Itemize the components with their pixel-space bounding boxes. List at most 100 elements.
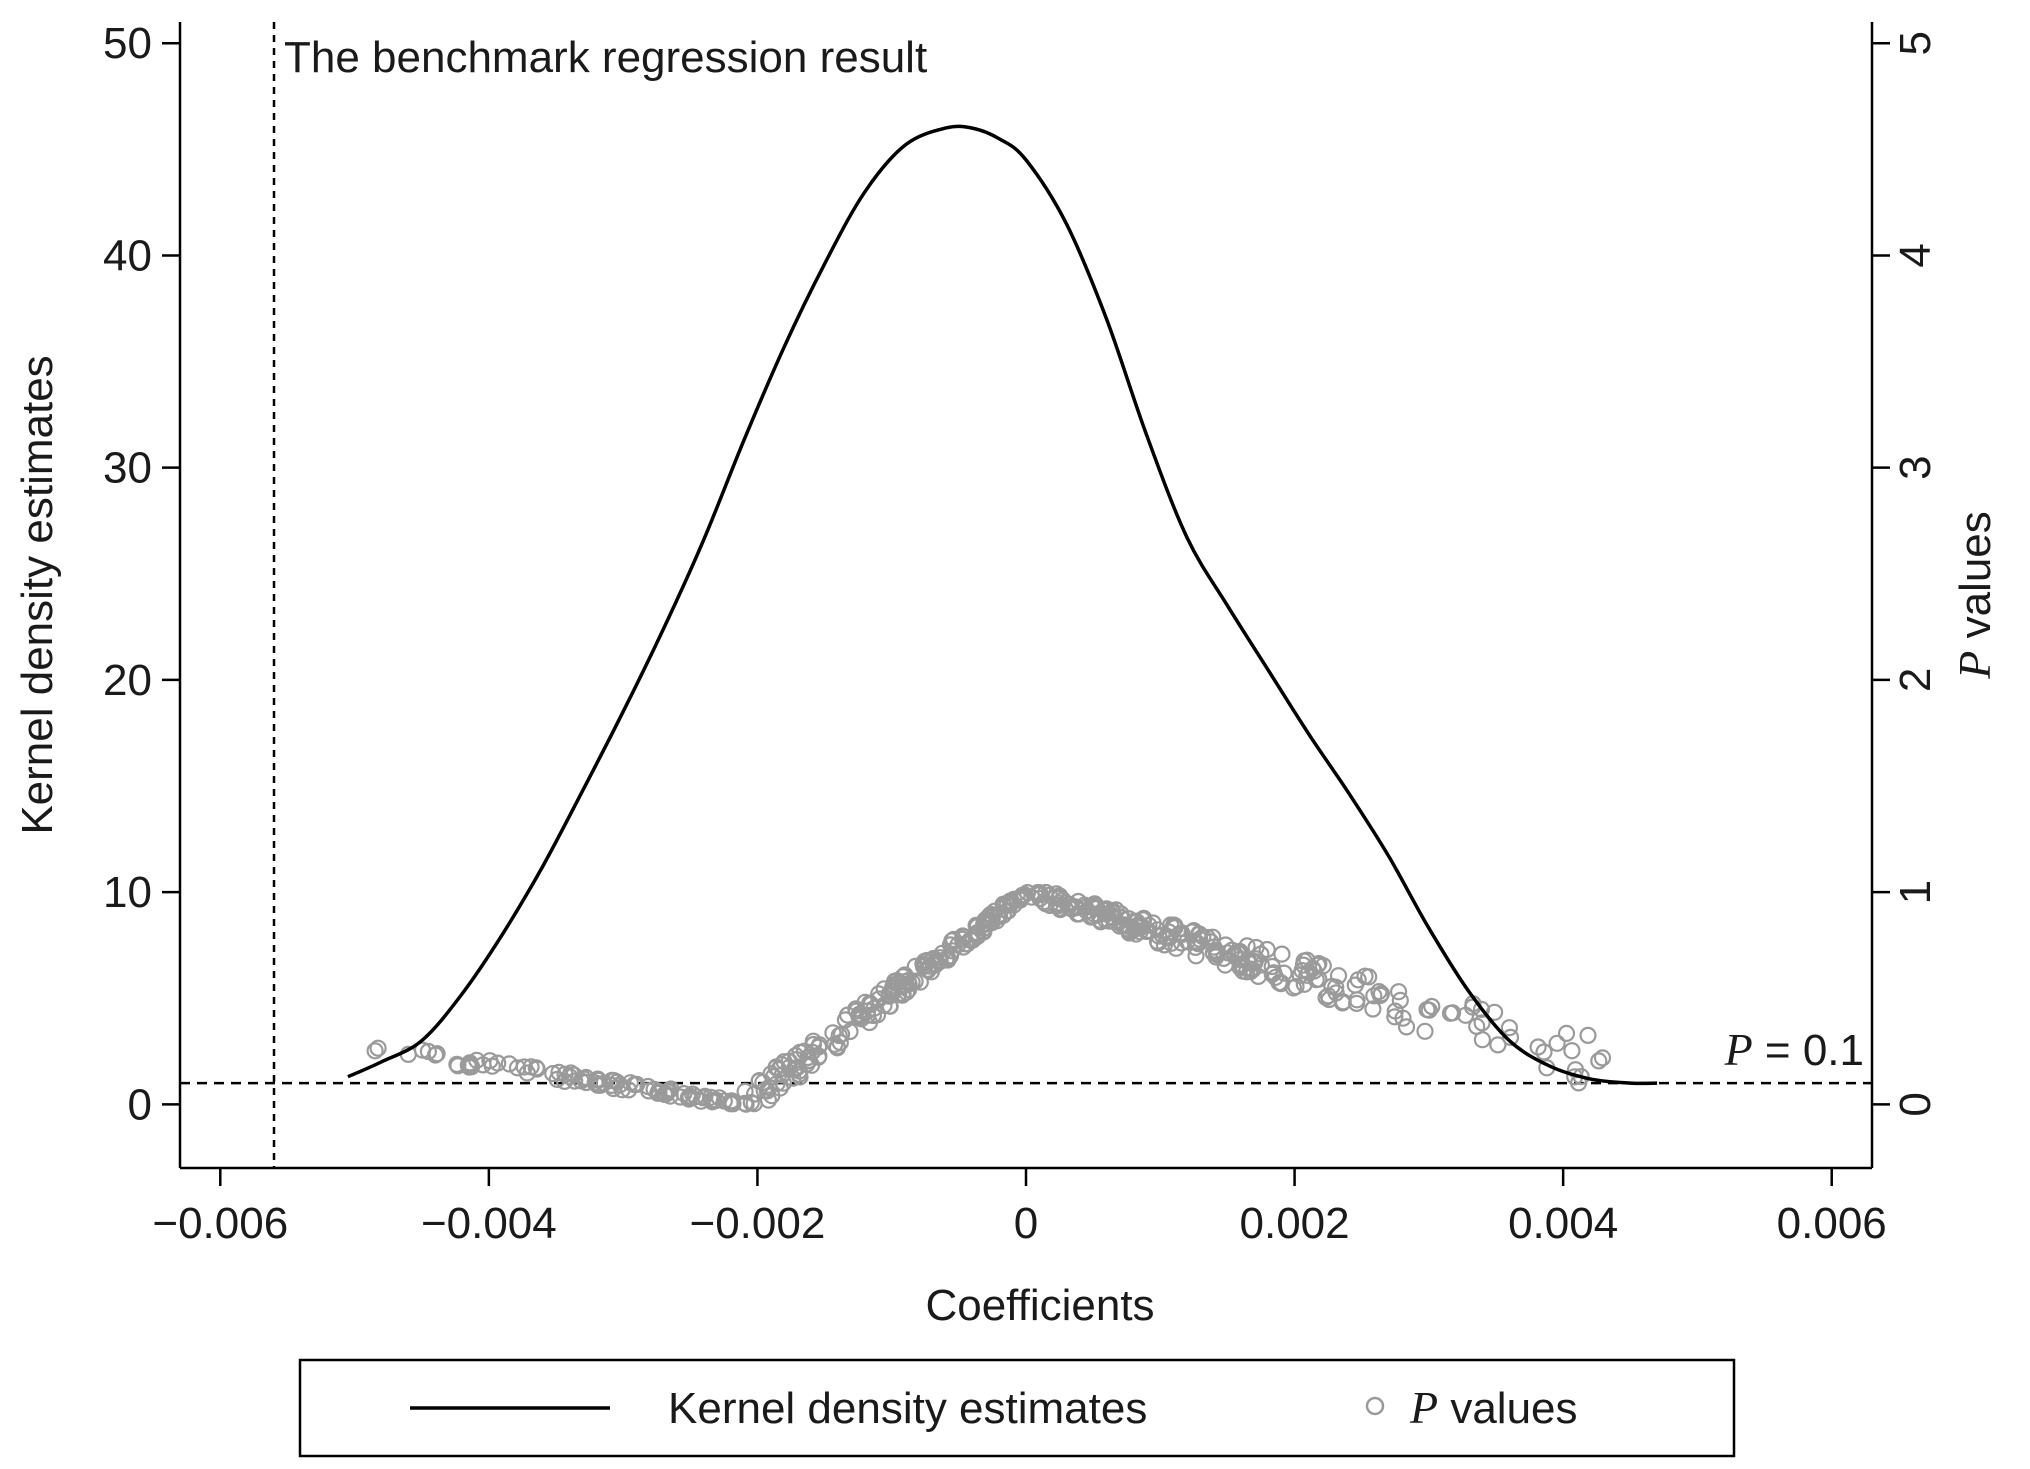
p-value-point [771, 1079, 789, 1097]
p-value-point [1094, 901, 1112, 919]
x-tick-label: 0.002 [1240, 1199, 1350, 1248]
p-value-point [1548, 1034, 1566, 1052]
x-tick-label: 0 [1014, 1199, 1038, 1248]
p-value-point [449, 1057, 467, 1075]
x-tick-label: −0.006 [152, 1199, 288, 1248]
p-value-point [1270, 974, 1288, 992]
left-y-tick-label: 10 [103, 868, 152, 917]
p-threshold-label-rest: = 0.1 [1753, 1026, 1864, 1075]
legend-pvalues-rest: values [1438, 1384, 1577, 1433]
p-value-point [721, 1095, 740, 1113]
p-value-point [921, 957, 939, 975]
p-value-point [1132, 916, 1150, 934]
p-value-point [773, 1066, 791, 1084]
p-value-point [459, 1056, 477, 1074]
p-value-point [1364, 1000, 1382, 1018]
p-value-point [603, 1076, 621, 1095]
p-value-point [481, 1052, 499, 1070]
p-value-point [1386, 1008, 1404, 1026]
p-value-point [426, 1046, 445, 1064]
p-value-point [941, 947, 960, 965]
p-value-point [977, 915, 995, 933]
p-value-point [1304, 959, 1322, 978]
p-value-point [369, 1039, 387, 1057]
p-value-point [611, 1076, 629, 1094]
p-value-point [1186, 938, 1205, 957]
left-y-tick-label: 40 [103, 231, 152, 280]
x-tick-label: 0.006 [1777, 1199, 1887, 1248]
p-value-point [428, 1045, 446, 1063]
legend-box [298, 1358, 1736, 1458]
p-value-point [556, 1065, 574, 1084]
benchmark-label: The benchmark regression result [284, 33, 927, 82]
left-y-tick-label: 50 [103, 19, 152, 68]
p-value-point [841, 1022, 859, 1041]
p-value-point [1423, 997, 1441, 1016]
p-value-point [1397, 1018, 1416, 1036]
p-value-point [508, 1059, 527, 1077]
p-value-point [1500, 1019, 1519, 1037]
p-value-point [1158, 929, 1176, 947]
right-y-tick-label: 3 [1891, 455, 1940, 479]
p-value-point [762, 1065, 780, 1083]
p-value-point [998, 902, 1016, 920]
p-value-point [1416, 1022, 1434, 1040]
legend-circle-marker [1365, 1396, 1385, 1416]
p-value-point [1186, 932, 1204, 950]
p-value-point [1557, 1024, 1576, 1043]
p-value-point [1092, 913, 1110, 931]
p-value-point [1360, 968, 1378, 986]
p-value-point [1012, 889, 1030, 907]
p-value-point [1207, 948, 1225, 966]
right-y-tick-label: 0 [1891, 1092, 1940, 1116]
x-axis-ticks: −0.006 −0.004 −0.002 0 0.002 0.004 0.006 [152, 1168, 1887, 1248]
x-axis-title: Coefficients [925, 1281, 1154, 1330]
right-y-axis-ticks: 0 1 2 3 4 5 [1872, 31, 1940, 1117]
p-value-point [1031, 889, 1049, 908]
p-value-point [1173, 924, 1191, 942]
p-value-point [1391, 991, 1409, 1010]
p-value-point [1149, 934, 1167, 952]
p-value-point [979, 908, 997, 927]
left-y-axis-ticks: 0 10 20 30 40 50 [103, 19, 180, 1129]
p-value-point [790, 1062, 808, 1080]
p-value-point [1183, 923, 1201, 941]
p-value-point [914, 955, 932, 973]
p-value-point [565, 1066, 583, 1084]
p-value-point [1389, 983, 1408, 1001]
p-value-point [1535, 1043, 1553, 1061]
p-value-point [954, 938, 973, 956]
p-value-point [702, 1091, 721, 1110]
p-value-point [1275, 964, 1293, 982]
p-value-point [591, 1076, 610, 1094]
right-y-tick-label: 5 [1891, 31, 1940, 55]
p-value-point [736, 1082, 754, 1101]
left-y-tick-label: 20 [103, 656, 152, 705]
p-value-point [1590, 1052, 1608, 1070]
p-value-point [1294, 956, 1313, 974]
p-value-point [1214, 949, 1233, 968]
p-value-point [1529, 1038, 1547, 1056]
p-value-point [1047, 885, 1066, 903]
p-value-point [1232, 955, 1250, 973]
p-value-point [366, 1042, 384, 1060]
left-y-tick-label: 0 [128, 1080, 152, 1129]
right-y-tick-label: 4 [1891, 243, 1940, 267]
p-value-point [518, 1064, 536, 1082]
p-value-point [1023, 888, 1041, 906]
p-threshold-label: P = 0.1 [1724, 1024, 1864, 1075]
legend-pvalues-label: P values [1409, 1382, 1578, 1433]
legend: Kernel density estimates P values [298, 1358, 1736, 1458]
p-value-point [931, 952, 949, 971]
p-value-point [1273, 945, 1291, 963]
p-value-point [1370, 982, 1388, 1001]
p-value-point [1485, 1003, 1504, 1021]
p-value-point [1394, 1009, 1412, 1027]
p-value-point [1239, 954, 1257, 972]
legend-pvalues-italic: P [1409, 1382, 1438, 1433]
p-value-point [1247, 950, 1265, 968]
right-y-axis-title-italic: P [1949, 651, 2000, 680]
p-value-point [660, 1081, 678, 1100]
p-value-point [809, 1038, 828, 1056]
